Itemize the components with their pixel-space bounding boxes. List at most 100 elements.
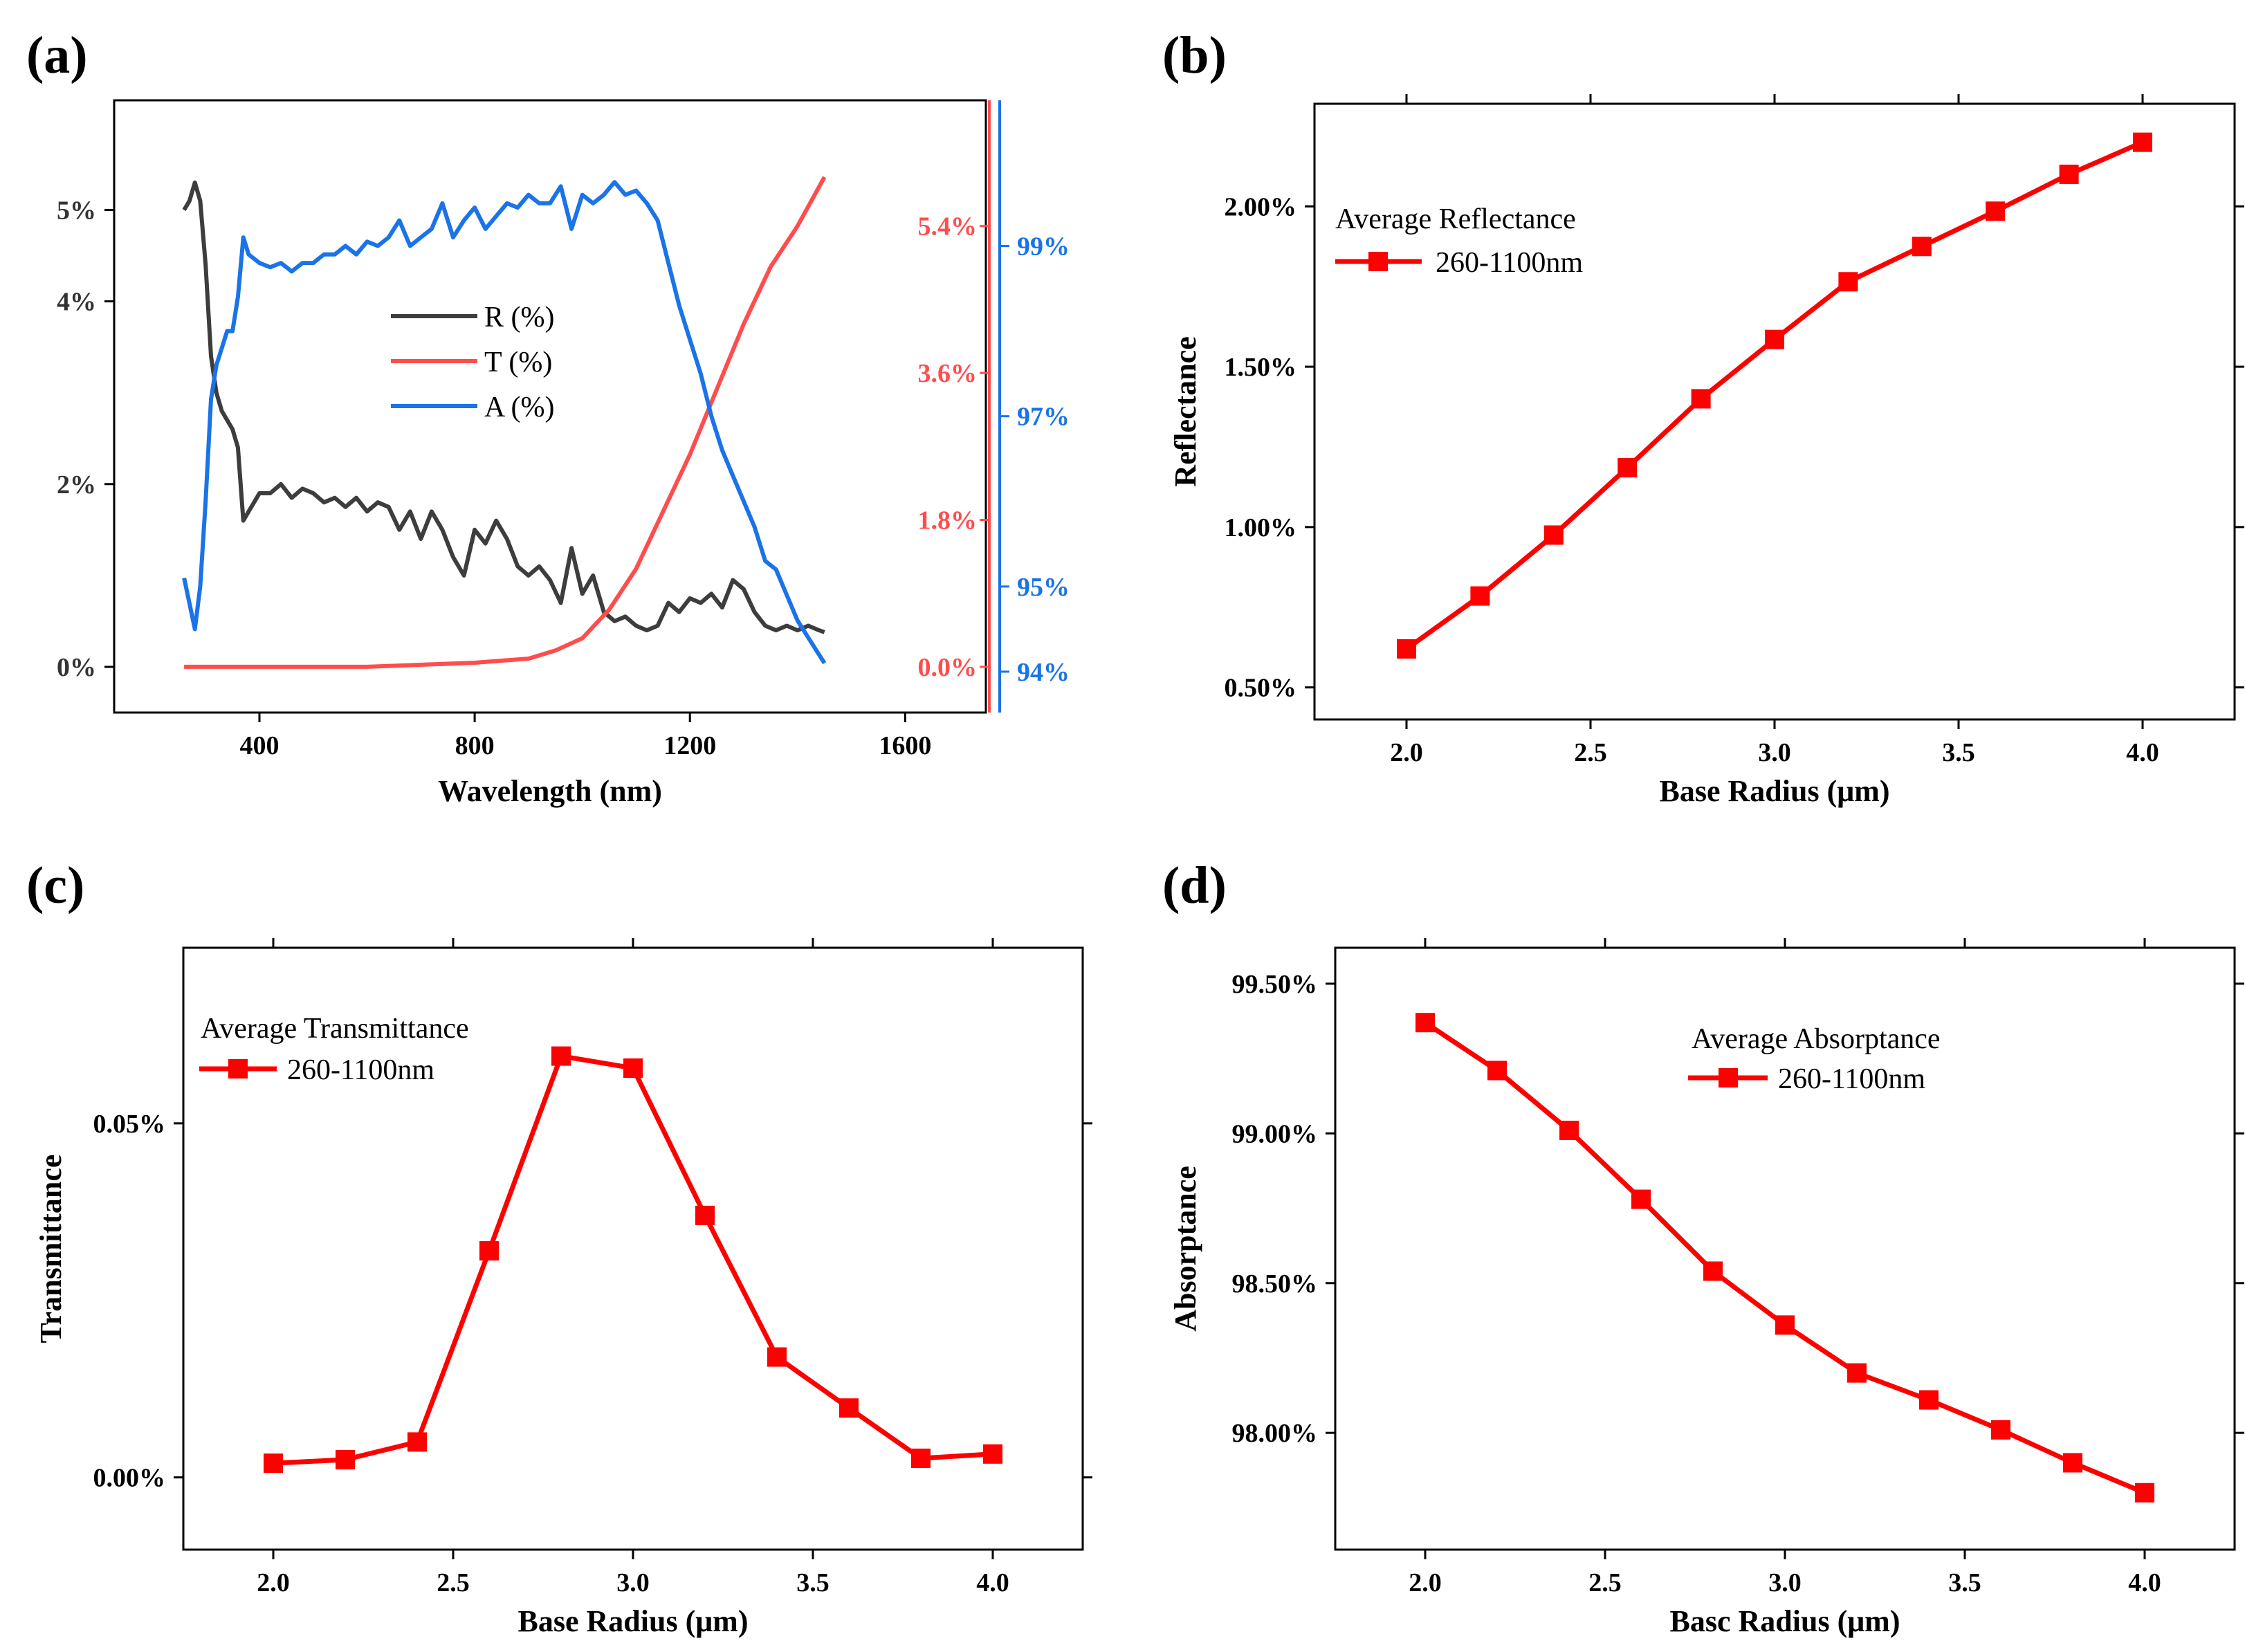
panel-b-y-tick-label: 2.00% (1225, 192, 1297, 221)
panel-d-x-tick-label: 2.5 (1588, 1568, 1622, 1597)
panel-d-data-point (1991, 1420, 2010, 1440)
panel-b-data-point (2133, 132, 2152, 152)
panel-d-x-ticks: 2.0 2.5 3.0 3.5 4.0 (1409, 938, 2161, 1597)
panel-d-data-point (2135, 1483, 2154, 1503)
panel-d-x-tick-label: 4.0 (2128, 1568, 2161, 1597)
t-series-line (184, 176, 827, 669)
panel-c-x-tick-label: 3.5 (796, 1568, 830, 1597)
panel-c-legend-title: Average Transmittance (201, 1013, 469, 1045)
panel-c-data-point (551, 1046, 571, 1066)
panel-a-right-red-ticks: 0.0% 1.8% 3.6% 5.4% (918, 212, 989, 682)
panel-b-y-tick-label: 0.50% (1225, 674, 1297, 703)
panel-d-chart: Basc Radius (μm) Absorptance 2.0 2.5 3.0 3.… (1169, 938, 2244, 1638)
panel-d-legend-marker (1719, 1068, 1738, 1087)
panel-b-data-point (1912, 237, 1932, 257)
panel-c-legend-label: 260-1100nm (287, 1054, 434, 1086)
panel-a-left-y-ticks: 0% 2% 4% 5% (57, 196, 114, 682)
panel-b-y-tick-label: 1.50% (1225, 353, 1297, 382)
panel-b-y-ticks: 0.50% 1.00% 1.50% 2.00% (1225, 192, 2244, 703)
panel-b-legend-title: Average Reflectance (1335, 203, 1576, 235)
r-series-line (182, 180, 825, 634)
panel-a-blue-tick-label: 95% (1017, 573, 1070, 602)
legend-label-r: R (%) (484, 302, 554, 333)
panel-b-y-axis-title: Reflectance (1169, 336, 1202, 486)
panel-a-red-tick-label: 3.6% (918, 359, 978, 388)
panel-b-data-point (2059, 164, 2079, 184)
panel-c-data-point (911, 1448, 931, 1468)
panel-a-x-axis-title: Wavelength (nm) (438, 774, 662, 808)
panel-b-data-point (1397, 639, 1416, 659)
panel-c-y-axis-title: Transmittance (34, 1155, 68, 1343)
panel-c-x-tick-label: 2.0 (257, 1568, 290, 1597)
panel-b-frame (1313, 102, 2236, 721)
panel-a-x-tick-label: 1600 (879, 731, 931, 760)
panel-a-legend: R (%) T (%) A (%) (391, 302, 554, 423)
panel-b-label: (b) (1162, 26, 1227, 84)
panel-c-data-point (336, 1450, 355, 1470)
panel-b-series (1397, 132, 2152, 659)
panel-a-x-tick-label: 400 (240, 731, 280, 760)
panel-d-series (1415, 1013, 2154, 1503)
panel-c-x-axis-title: Base Radius (μm) (518, 1604, 749, 1638)
panel-b-x-tick-label: 2.5 (1574, 738, 1607, 767)
panel-c-x-tick-label: 4.0 (976, 1568, 1009, 1597)
panel-a-red-tick-label: 5.4% (918, 212, 978, 241)
panel-a-frame (113, 99, 987, 714)
panel-b-chart: Base Radius (μm) Reflectance 2.0 2.5 3.0 3.… (1169, 94, 2244, 808)
panel-d-legend-title: Average Absorptance (1692, 1023, 1941, 1055)
panel-d-x-tick-label: 2.0 (1409, 1568, 1442, 1597)
legend-label-a: A (%) (484, 392, 554, 423)
panel-c-legend-marker (228, 1059, 248, 1079)
panel-a-series (182, 176, 827, 669)
panel-d-data-point (1487, 1061, 1507, 1081)
panel-a-label: (a) (26, 26, 88, 84)
panel-d-x-axis-title: Basc Radius (μm) (1670, 1604, 1900, 1638)
panel-a-left-tick-label: 0% (57, 653, 96, 682)
panel-a-chart: Wavelength (nm) 400 800 1200 1600 0%2%4%5% … (57, 99, 1070, 808)
panel-d-y-ticks: 98.00% 98.50% 99.00% 99.50% (1232, 970, 2244, 1448)
panel-a-x-ticks: 400 800 1200 1600 (240, 713, 931, 760)
panel-b-data-point (1691, 389, 1711, 409)
panel-d-y-tick-label: 99.00% (1232, 1119, 1318, 1148)
panel-a-x-tick-label: 1200 (663, 731, 716, 760)
panel-c-data-point (695, 1205, 715, 1225)
panel-a-blue-tick-label: 99% (1017, 232, 1070, 261)
panel-b-x-tick-label: 2.0 (1390, 738, 1423, 767)
panel-d-label: (d) (1162, 856, 1227, 915)
panel-c-y-ticks: 0.00% 0.05% (93, 1110, 1092, 1493)
panel-d-y-tick-label: 99.50% (1232, 970, 1318, 999)
panel-c-data-point (839, 1398, 859, 1418)
panel-b-data-point (1986, 201, 2006, 221)
panel-b-data-point (1470, 586, 1490, 606)
panel-d-data-point (2063, 1453, 2082, 1473)
panel-a-left-tick-label: 2% (57, 470, 96, 499)
panel-a-blue-tick-label: 94% (1017, 658, 1070, 687)
panel-d-y-tick-label: 98.50% (1232, 1269, 1318, 1298)
panel-b-x-ticks: 2.0 2.5 3.0 3.5 4.0 (1390, 94, 2159, 767)
panel-a-right-blue-ticks: 94% 95% 97% 99% (1000, 232, 1070, 687)
panel-d-data-point (1919, 1390, 1939, 1410)
panel-d-legend-label: 260-1100nm (1778, 1063, 1925, 1095)
panel-c-data-point (623, 1058, 643, 1078)
panel-d-x-tick-label: 3.5 (1948, 1568, 1981, 1597)
panel-c-chart: Base Radius (μm) Transmittance 2.0 2.5 3.0… (34, 938, 1092, 1638)
panel-c-data-point (983, 1444, 1002, 1464)
a-series-line (182, 180, 827, 665)
panel-b-x-tick-label: 4.0 (2126, 738, 2159, 767)
panel-c-y-tick-label: 0.05% (93, 1110, 166, 1139)
panel-a-left-tick-label: 5% (57, 196, 96, 226)
panel-b-x-tick-label: 3.0 (1758, 738, 1791, 767)
panel-d-data-point (1703, 1261, 1723, 1281)
panel-c-x-ticks: 2.0 2.5 3.0 3.5 4.0 (257, 938, 1009, 1597)
panel-b-data-point (1618, 458, 1638, 478)
panel-b-legend-label: 260-1100nm (1436, 247, 1583, 279)
legend-label-t: T (%) (484, 347, 552, 378)
panel-d-data-point (1631, 1189, 1651, 1209)
panel-a-left-tick-label: 4% (57, 288, 96, 317)
panel-d-data-point (1415, 1013, 1435, 1033)
panel-d-y-axis-title: Absorptance (1169, 1166, 1202, 1332)
panel-c-x-tick-label: 2.5 (437, 1568, 470, 1597)
panel-d-x-tick-label: 3.0 (1768, 1568, 1802, 1597)
panel-c-data-point (767, 1347, 787, 1367)
